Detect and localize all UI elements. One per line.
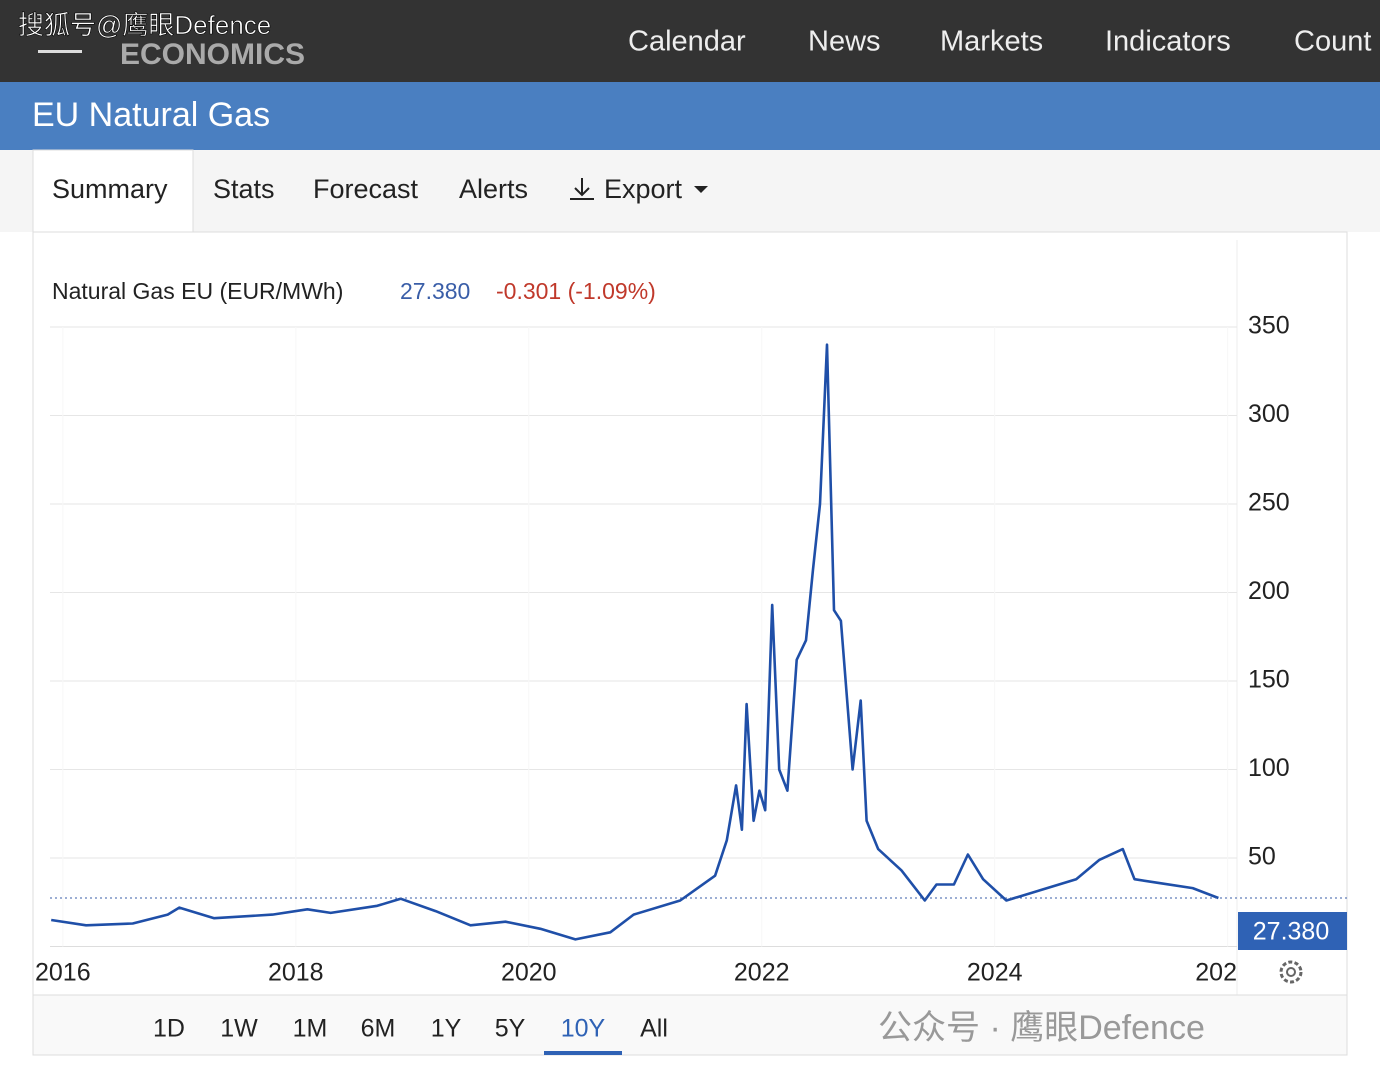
last-price-label: 27.380: [1253, 918, 1329, 946]
range-button[interactable]: 1Y: [431, 1015, 462, 1043]
quote-change: -0.301 (-1.09%): [496, 278, 656, 304]
chart-panel: [32, 231, 1348, 1056]
x-tick-label: 202: [1195, 959, 1237, 987]
x-tick-label: 2016: [35, 959, 91, 987]
y-tick-label: 200: [1248, 577, 1290, 605]
nav-link[interactable]: Calendar: [628, 26, 746, 58]
y-tick-label: 300: [1248, 400, 1290, 428]
download-icon: [570, 178, 594, 200]
watermark: 公众号 · 鹰眼Defence: [878, 1009, 1205, 1047]
range-bar: [32, 994, 1348, 1056]
tab[interactable]: Alerts: [459, 174, 528, 204]
range-button[interactable]: 1M: [293, 1015, 328, 1043]
range-button[interactable]: 1D: [153, 1015, 185, 1043]
dropdown-caret: [694, 186, 708, 193]
watermark: 搜狐号@鹰眼Defence: [18, 10, 271, 40]
x-tick-label: 2022: [734, 959, 790, 987]
header-bar: [0, 82, 1380, 150]
tab[interactable]: Stats: [213, 174, 275, 204]
range-button[interactable]: 6M: [361, 1015, 396, 1043]
y-tick-label: 350: [1248, 312, 1290, 340]
range-button[interactable]: 10Y: [561, 1015, 606, 1043]
y-tick-label: 100: [1248, 754, 1290, 782]
page-title: EU Natural Gas: [32, 96, 270, 134]
x-tick-label: 2024: [967, 959, 1023, 987]
tab[interactable]: Summary: [52, 174, 168, 204]
price-line: [51, 343, 1219, 941]
tab[interactable]: Export: [604, 174, 683, 204]
quote-name: Natural Gas EU (EUR/MWh): [52, 278, 343, 304]
last-price-badge: [1238, 912, 1347, 950]
settings-icon[interactable]: [1279, 960, 1303, 984]
tab[interactable]: Forecast: [313, 174, 419, 204]
nav-bar: [0, 0, 1380, 82]
x-tick-label: 2018: [268, 959, 324, 987]
nav-link[interactable]: Count: [1294, 26, 1371, 58]
range-button[interactable]: All: [640, 1015, 668, 1043]
x-tick-label: 2020: [501, 959, 557, 987]
nav-link[interactable]: Indicators: [1105, 26, 1231, 58]
y-tick-label: 250: [1248, 489, 1290, 517]
active-range-underline: [544, 1051, 622, 1055]
nav-link[interactable]: Markets: [940, 26, 1043, 58]
range-button[interactable]: 5Y: [495, 1015, 526, 1043]
quote-price: 27.380: [400, 278, 470, 304]
logo: ECONOMICS: [120, 38, 305, 71]
range-button[interactable]: 1W: [220, 1015, 258, 1043]
menu-icon[interactable]: [38, 50, 82, 53]
nav-link[interactable]: News: [808, 26, 881, 58]
y-tick-label: 50: [1248, 843, 1276, 871]
tab-bar: [0, 150, 1380, 232]
y-tick-label: 150: [1248, 666, 1290, 694]
